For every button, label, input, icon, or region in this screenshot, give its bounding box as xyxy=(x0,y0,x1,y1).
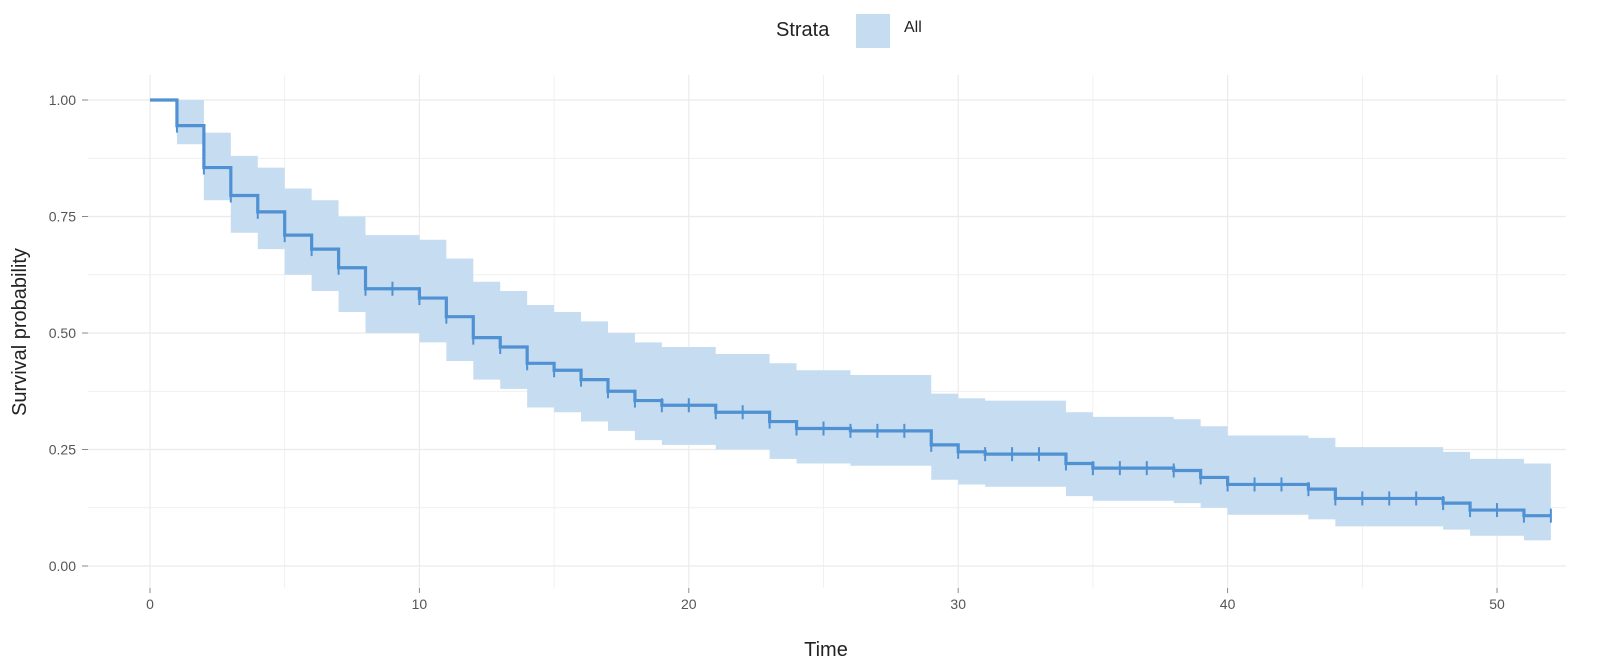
legend-title: Strata xyxy=(776,19,830,41)
x-tick-label: 10 xyxy=(412,596,428,612)
x-tick-label: 40 xyxy=(1220,596,1236,612)
confidence-band xyxy=(150,100,1551,541)
y-tick-label: 0.50 xyxy=(49,325,76,341)
legend-key-swatch xyxy=(856,14,890,48)
y-tick-label: 0.00 xyxy=(49,558,76,574)
y-tick-label: 0.25 xyxy=(49,442,76,458)
x-tick-label: 0 xyxy=(146,596,154,612)
y-axis-ticks: 0.00 0.25 0.50 0.75 1.00 xyxy=(49,92,88,574)
x-tick-label: 30 xyxy=(950,596,966,612)
y-tick-label: 0.75 xyxy=(49,209,76,225)
x-axis-title: Time xyxy=(804,639,848,661)
legend: Strata All xyxy=(0,6,1621,48)
y-tick-label: 1.00 xyxy=(49,92,76,108)
grid xyxy=(88,75,1566,588)
x-axis-ticks: 0 10 20 30 40 50 xyxy=(146,588,1505,612)
x-tick-label: 20 xyxy=(681,596,697,612)
confidence-band-area xyxy=(150,100,1551,541)
y-axis-title: Survival probability xyxy=(9,248,31,416)
x-tick-label: 50 xyxy=(1489,596,1505,612)
legend-label-all: All xyxy=(904,19,922,36)
censor-marks xyxy=(175,118,1552,523)
